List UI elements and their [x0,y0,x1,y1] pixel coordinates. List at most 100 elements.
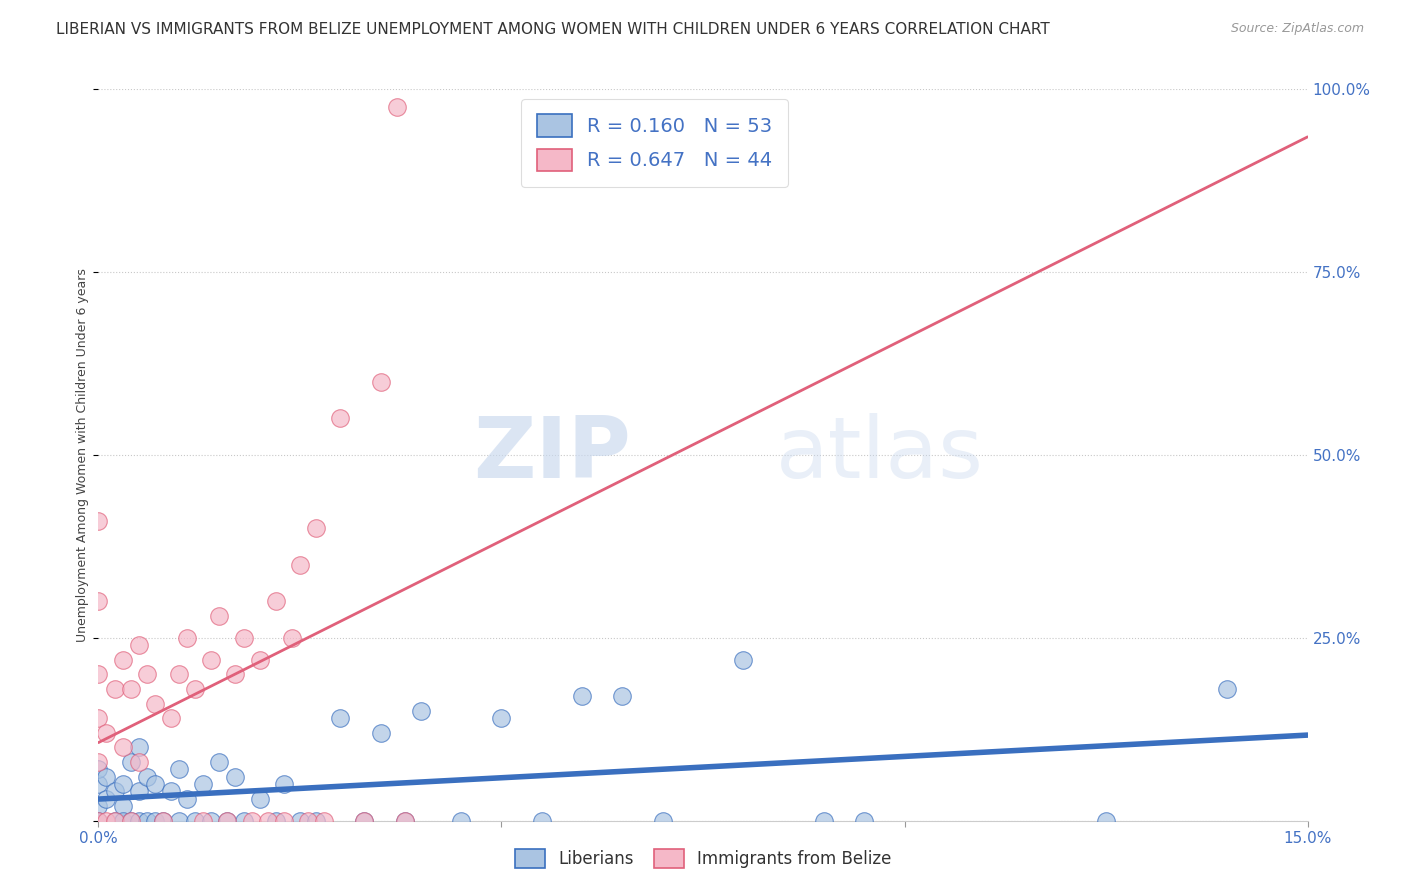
Point [184,814,207,828]
Point [240,814,263,828]
Point [128,755,150,769]
Point [288,558,311,572]
Legend: Liberians, Immigrants from Belize: Liberians, Immigrants from Belize [508,842,898,875]
Point [96,726,118,740]
Point [491,711,513,725]
Point [314,814,336,828]
Point [87,799,110,814]
Point [353,814,375,828]
Text: ZIP: ZIP [472,413,630,497]
Point [232,814,254,828]
Point [651,814,673,828]
Point [87,763,110,777]
Text: LIBERIAN VS IMMIGRANTS FROM BELIZE UNEMPLOYMENT AMONG WOMEN WITH CHILDREN UNDER : LIBERIAN VS IMMIGRANTS FROM BELIZE UNEMP… [56,22,1050,37]
Point [224,667,246,681]
Point [111,653,134,667]
Point [87,594,110,608]
Point [297,814,319,828]
Point [160,711,183,725]
Point [87,814,110,828]
Point [224,770,246,784]
Point [232,631,254,645]
Point [111,799,134,814]
Point [305,814,328,828]
Point [96,791,118,805]
Point [329,711,352,725]
Point [128,740,150,755]
Point [370,375,392,389]
Point [152,814,174,828]
Text: atlas: atlas [776,413,984,497]
Point [167,814,190,828]
Y-axis label: Unemployment Among Women with Children Under 6 years: Unemployment Among Women with Children U… [76,268,89,642]
Point [111,777,134,791]
Point [128,814,150,828]
Point [176,791,198,805]
Point [394,814,416,828]
Point [87,814,110,828]
Point [305,521,328,535]
Point [128,638,150,652]
Point [87,711,110,725]
Point [200,814,222,828]
Point [87,755,110,769]
Point [353,814,375,828]
Point [370,726,392,740]
Point [249,791,271,805]
Point [120,755,142,769]
Point [217,814,239,828]
Point [152,814,174,828]
Point [385,101,408,115]
Point [249,653,271,667]
Point [1216,681,1239,696]
Point [264,814,287,828]
Point [87,514,110,528]
Point [87,667,110,681]
Point [184,681,207,696]
Point [103,814,125,828]
Point [813,814,835,828]
Point [143,814,166,828]
Point [273,814,295,828]
Point [143,697,166,711]
Point [281,631,304,645]
Point [394,814,416,828]
Point [120,681,142,696]
Point [143,777,166,791]
Point [571,690,593,704]
Point [193,814,215,828]
Point [111,740,134,755]
Point [1095,814,1118,828]
Point [135,667,157,681]
Point [120,814,142,828]
Point [87,777,110,791]
Point [217,814,239,828]
Point [193,777,215,791]
Point [103,681,125,696]
Point [853,814,876,828]
Point [96,814,118,828]
Point [612,690,634,704]
Legend: R = 0.160   N = 53, R = 0.647   N = 44: R = 0.160 N = 53, R = 0.647 N = 44 [522,99,787,186]
Point [135,770,157,784]
Point [103,784,125,798]
Point [176,631,198,645]
Point [96,770,118,784]
Point [450,814,472,828]
Point [135,814,157,828]
Point [103,814,125,828]
Point [128,784,150,798]
Point [288,814,311,828]
Point [733,653,755,667]
Point [530,814,553,828]
Point [273,777,295,791]
Point [409,704,432,718]
Point [208,608,231,623]
Point [208,755,231,769]
Point [167,763,190,777]
Point [256,814,278,828]
Point [120,814,142,828]
Point [160,784,183,798]
Point [264,594,287,608]
Point [111,814,134,828]
